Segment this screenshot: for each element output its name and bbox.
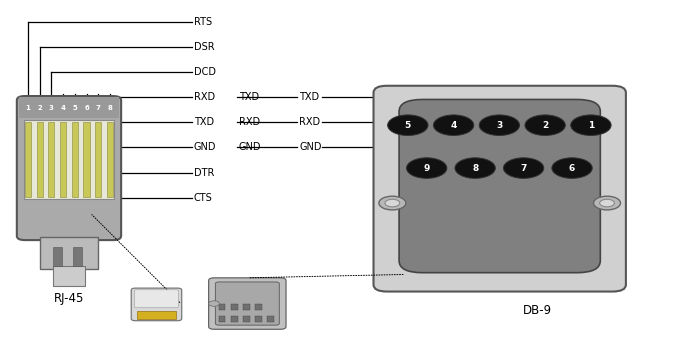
- Bar: [83, 122, 90, 197]
- Text: GND: GND: [239, 142, 261, 153]
- Text: 7: 7: [520, 164, 527, 173]
- Text: DTR: DTR: [194, 167, 214, 178]
- Text: RTS: RTS: [194, 17, 212, 27]
- Bar: [107, 122, 113, 197]
- Bar: [40, 237, 98, 269]
- Circle shape: [406, 158, 447, 178]
- Bar: [231, 304, 238, 310]
- Bar: [267, 316, 274, 322]
- Text: RXD: RXD: [194, 92, 215, 103]
- Bar: [231, 316, 238, 322]
- Circle shape: [503, 158, 544, 178]
- Bar: [255, 304, 262, 310]
- Text: 1: 1: [588, 121, 594, 130]
- Text: DB-9: DB-9: [523, 304, 552, 317]
- Circle shape: [571, 115, 611, 135]
- Circle shape: [379, 196, 406, 210]
- Text: 4: 4: [450, 121, 457, 130]
- Text: CTS: CTS: [194, 192, 213, 203]
- Text: 8: 8: [108, 105, 112, 111]
- Text: 6: 6: [84, 105, 89, 111]
- Bar: [73, 247, 81, 266]
- Text: 1: 1: [26, 105, 30, 111]
- Text: RXD: RXD: [299, 117, 320, 128]
- Text: DCD: DCD: [194, 67, 216, 78]
- Text: GND: GND: [299, 142, 322, 153]
- Circle shape: [600, 199, 614, 207]
- Circle shape: [455, 158, 495, 178]
- Bar: [243, 316, 250, 322]
- Text: TXD: TXD: [239, 92, 259, 103]
- Text: 5: 5: [404, 121, 411, 130]
- FancyBboxPatch shape: [215, 282, 279, 325]
- Text: TXD: TXD: [194, 117, 214, 128]
- Bar: [219, 304, 225, 310]
- Bar: [219, 316, 225, 322]
- Bar: [24, 120, 114, 199]
- Bar: [53, 247, 61, 266]
- Bar: [25, 122, 31, 197]
- FancyBboxPatch shape: [131, 288, 182, 321]
- Text: RJ-45: RJ-45: [54, 292, 84, 305]
- Text: DSR: DSR: [194, 42, 215, 52]
- Text: 2: 2: [542, 121, 548, 130]
- Text: 7: 7: [96, 105, 101, 111]
- FancyBboxPatch shape: [209, 278, 286, 329]
- Circle shape: [385, 199, 400, 207]
- Text: 9: 9: [423, 164, 430, 173]
- Bar: [48, 122, 55, 197]
- Text: 8: 8: [472, 164, 479, 173]
- Bar: [72, 122, 78, 197]
- Text: RXD: RXD: [239, 117, 260, 128]
- Circle shape: [388, 115, 428, 135]
- Bar: [53, 266, 85, 286]
- FancyBboxPatch shape: [17, 96, 121, 240]
- Circle shape: [479, 115, 520, 135]
- FancyBboxPatch shape: [135, 290, 178, 308]
- Text: TXD: TXD: [299, 92, 320, 103]
- Bar: [137, 311, 176, 319]
- Text: 2: 2: [38, 105, 42, 111]
- Circle shape: [433, 115, 474, 135]
- Bar: [37, 122, 43, 197]
- Text: 6: 6: [569, 164, 575, 173]
- Circle shape: [525, 115, 565, 135]
- Circle shape: [552, 158, 592, 178]
- Text: 3: 3: [49, 105, 54, 111]
- Circle shape: [209, 301, 219, 306]
- Text: GND: GND: [194, 142, 216, 153]
- Text: 5: 5: [73, 105, 77, 111]
- Bar: [243, 304, 250, 310]
- Text: 4: 4: [61, 105, 66, 111]
- Circle shape: [594, 196, 621, 210]
- Text: 3: 3: [496, 121, 503, 130]
- Bar: [60, 122, 66, 197]
- Bar: [255, 316, 262, 322]
- FancyBboxPatch shape: [374, 86, 626, 292]
- Bar: [95, 122, 101, 197]
- Bar: [19, 97, 119, 118]
- FancyBboxPatch shape: [399, 99, 600, 273]
